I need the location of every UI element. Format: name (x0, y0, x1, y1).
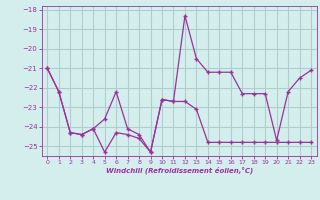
X-axis label: Windchill (Refroidissement éolien,°C): Windchill (Refroidissement éolien,°C) (106, 167, 253, 174)
